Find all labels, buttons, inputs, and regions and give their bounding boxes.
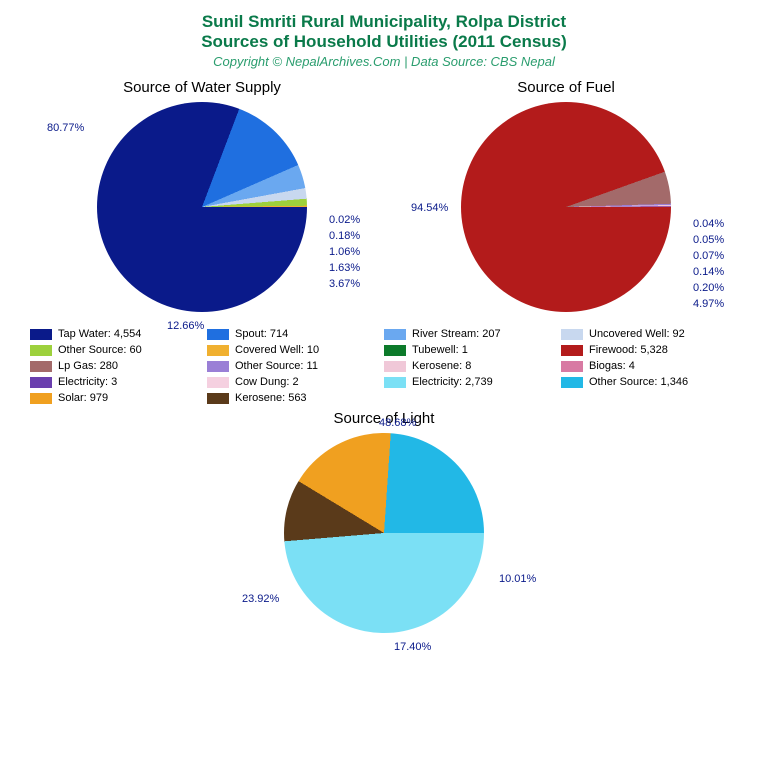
pct-label: 48.68% bbox=[379, 417, 416, 429]
legend-item: Cow Dung: 2 bbox=[207, 376, 384, 388]
legend-label: Firewood: 5,328 bbox=[589, 344, 668, 356]
pct-label: 23.92% bbox=[242, 593, 279, 605]
title-block: Sunil Smriti Rural Municipality, Rolpa D… bbox=[20, 12, 748, 69]
legend-swatch bbox=[30, 345, 52, 356]
pct-label: 12.66% bbox=[167, 320, 204, 332]
pct-label: 0.02% bbox=[329, 214, 360, 226]
legend-item: Other Source: 1,346 bbox=[561, 376, 738, 388]
legend-item: Other Source: 60 bbox=[30, 344, 207, 356]
legend-swatch bbox=[384, 361, 406, 372]
pct-label: 4.97% bbox=[693, 298, 724, 310]
legend-swatch bbox=[207, 377, 229, 388]
legend-item: Solar: 979 bbox=[30, 392, 207, 404]
legend-label: Biogas: 4 bbox=[589, 360, 635, 372]
legend-item: Other Source: 11 bbox=[207, 360, 384, 372]
title-line1: Sunil Smriti Rural Municipality, Rolpa D… bbox=[20, 12, 748, 32]
legend-label: Electricity: 2,739 bbox=[412, 376, 493, 388]
legend-item: River Stream: 207 bbox=[384, 328, 561, 340]
legend-label: Other Source: 11 bbox=[235, 360, 318, 372]
legend-label: Kerosene: 8 bbox=[412, 360, 471, 372]
legend-label: Uncovered Well: 92 bbox=[589, 328, 685, 340]
legend-label: Kerosene: 563 bbox=[235, 392, 307, 404]
legend-swatch bbox=[30, 393, 52, 404]
legend-item: Tubewell: 1 bbox=[384, 344, 561, 356]
legend-label: Cow Dung: 2 bbox=[235, 376, 299, 388]
light-chart-block: Source of Light 48.68%10.01%17.40%23.92% bbox=[284, 410, 484, 633]
legend-label: Tubewell: 1 bbox=[412, 344, 468, 356]
legend-swatch bbox=[561, 377, 583, 388]
legend: Tap Water: 4,554 Spout: 714 River Stream: … bbox=[30, 328, 738, 404]
legend-swatch bbox=[30, 361, 52, 372]
pie-disc bbox=[461, 102, 671, 312]
legend-swatch bbox=[207, 345, 229, 356]
light-pie: 48.68%10.01%17.40%23.92% bbox=[284, 433, 484, 633]
legend-swatch bbox=[561, 345, 583, 356]
water-pie: 80.77%12.66%3.67%1.63%1.06%0.18%0.02% bbox=[97, 102, 307, 312]
legend-item: Electricity: 2,739 bbox=[384, 376, 561, 388]
pct-label: 0.07% bbox=[693, 250, 724, 262]
pct-label: 94.54% bbox=[411, 202, 448, 214]
bottom-chart-row: Source of Light 48.68%10.01%17.40%23.92% bbox=[20, 410, 748, 633]
copyright-line: Copyright © NepalArchives.Com | Data Sou… bbox=[20, 54, 748, 69]
pct-label: 0.20% bbox=[693, 282, 724, 294]
legend-swatch bbox=[207, 393, 229, 404]
legend-item: Kerosene: 8 bbox=[384, 360, 561, 372]
pct-label: 0.18% bbox=[329, 230, 360, 242]
fuel-chart-block: Source of Fuel 94.54%4.97%0.20%0.14%0.07… bbox=[461, 79, 671, 312]
pct-label: 0.05% bbox=[693, 234, 724, 246]
legend-label: Solar: 979 bbox=[58, 392, 108, 404]
pct-label: 10.01% bbox=[499, 573, 536, 585]
legend-item: Electricity: 3 bbox=[30, 376, 207, 388]
legend-item: Covered Well: 10 bbox=[207, 344, 384, 356]
pie-disc bbox=[284, 433, 484, 633]
legend-swatch bbox=[384, 345, 406, 356]
legend-item: Kerosene: 563 bbox=[207, 392, 384, 404]
water-chart-block: Source of Water Supply 80.77%12.66%3.67%… bbox=[97, 79, 307, 312]
pct-label: 0.04% bbox=[693, 218, 724, 230]
legend-label: Spout: 714 bbox=[235, 328, 288, 340]
water-chart-title: Source of Water Supply bbox=[123, 79, 281, 96]
legend-label: Lp Gas: 280 bbox=[58, 360, 118, 372]
title-line2: Sources of Household Utilities (2011 Cen… bbox=[20, 32, 748, 52]
pct-label: 1.06% bbox=[329, 246, 360, 258]
legend-item: Lp Gas: 280 bbox=[30, 360, 207, 372]
legend-item: Firewood: 5,328 bbox=[561, 344, 738, 356]
legend-label: Other Source: 60 bbox=[58, 344, 142, 356]
legend-label: Tap Water: 4,554 bbox=[58, 328, 141, 340]
fuel-pie: 94.54%4.97%0.20%0.14%0.07%0.05%0.04% bbox=[461, 102, 671, 312]
legend-label: Electricity: 3 bbox=[58, 376, 117, 388]
legend-swatch bbox=[207, 361, 229, 372]
legend-label: Covered Well: 10 bbox=[235, 344, 319, 356]
legend-item: Uncovered Well: 92 bbox=[561, 328, 738, 340]
fuel-chart-title: Source of Fuel bbox=[517, 79, 615, 96]
top-charts-row: Source of Water Supply 80.77%12.66%3.67%… bbox=[20, 79, 748, 312]
legend-item: Spout: 714 bbox=[207, 328, 384, 340]
legend-swatch bbox=[207, 329, 229, 340]
legend-swatch bbox=[561, 329, 583, 340]
legend-swatch bbox=[561, 361, 583, 372]
legend-swatch bbox=[30, 377, 52, 388]
pct-label: 80.77% bbox=[47, 122, 84, 134]
legend-swatch bbox=[30, 329, 52, 340]
legend-label: River Stream: 207 bbox=[412, 328, 501, 340]
pct-label: 3.67% bbox=[329, 278, 360, 290]
pct-label: 17.40% bbox=[394, 641, 431, 653]
legend-swatch bbox=[384, 329, 406, 340]
legend-label: Other Source: 1,346 bbox=[589, 376, 688, 388]
legend-swatch bbox=[384, 377, 406, 388]
legend-item: Biogas: 4 bbox=[561, 360, 738, 372]
pie-disc bbox=[97, 102, 307, 312]
pct-label: 1.63% bbox=[329, 262, 360, 274]
pct-label: 0.14% bbox=[693, 266, 724, 278]
